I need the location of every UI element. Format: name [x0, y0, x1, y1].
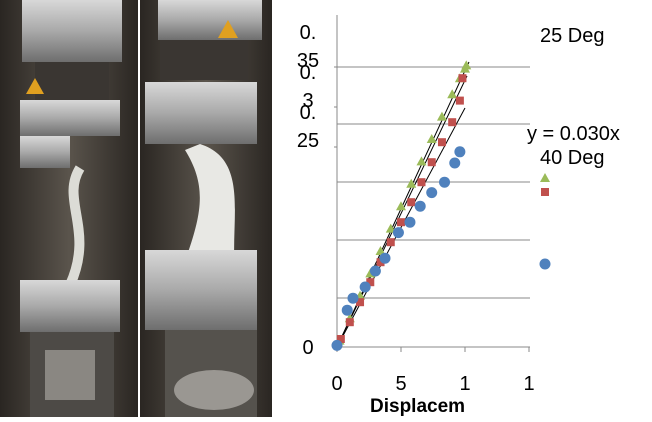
point	[369, 265, 381, 277]
x-tick-label: 1	[459, 373, 470, 395]
point	[416, 156, 427, 166]
point	[407, 198, 416, 207]
point	[461, 60, 472, 70]
y-tick-label: 0. 3	[300, 62, 317, 112]
point	[404, 216, 416, 228]
point	[379, 252, 391, 264]
point	[356, 298, 365, 307]
point	[455, 96, 464, 105]
legend-marker	[540, 173, 550, 182]
point	[426, 134, 437, 143]
point	[449, 157, 461, 169]
x-tick-label: 1	[523, 373, 534, 395]
photo-right	[140, 0, 272, 417]
y-tick-label: 0	[302, 337, 313, 359]
point	[347, 292, 359, 304]
point	[427, 158, 436, 167]
point	[406, 178, 417, 188]
point	[385, 223, 396, 233]
point	[331, 339, 343, 351]
point	[376, 258, 385, 267]
trendline	[336, 107, 466, 348]
point	[375, 246, 386, 255]
point	[359, 281, 371, 293]
x-axis-title: Displacem	[370, 396, 465, 417]
point	[454, 146, 466, 158]
y-tick-label: 0. 25	[297, 102, 319, 152]
point	[345, 318, 354, 327]
point	[396, 201, 406, 211]
chart-background	[274, 0, 652, 417]
point	[336, 335, 345, 343]
point	[437, 138, 446, 147]
legend-marker	[539, 258, 551, 270]
point	[426, 187, 438, 199]
x-tick-label: 5	[395, 373, 406, 395]
point	[397, 218, 405, 227]
x-tick-label: 0	[331, 373, 342, 395]
point	[448, 118, 457, 127]
point	[414, 200, 426, 212]
y-tick-label: 0. 35	[297, 22, 319, 72]
point	[447, 89, 458, 99]
point	[366, 278, 375, 287]
point	[436, 111, 447, 121]
annotation: y = 0.030x	[527, 123, 620, 145]
point	[392, 227, 404, 239]
photo-left	[0, 0, 138, 417]
legend-marker	[541, 188, 549, 196]
point	[439, 176, 451, 188]
point	[341, 304, 353, 316]
point	[417, 178, 426, 187]
legend-label: 25 Deg	[540, 25, 605, 47]
legend-label: 40 Deg	[540, 147, 605, 169]
point	[386, 238, 395, 247]
point	[458, 74, 467, 83]
